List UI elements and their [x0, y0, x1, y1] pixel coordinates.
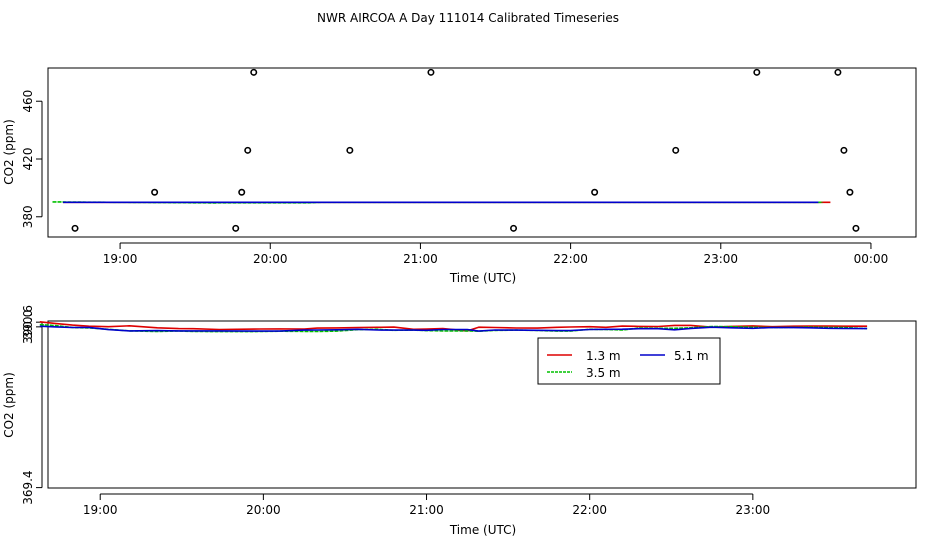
bottom-panel: 19:00 20:00 21:00 22:00 23:00 369.4 390.0390.…: [2, 305, 917, 537]
figure-title: NWR AIRCOA A Day 111014 Calibrated Times…: [317, 11, 619, 25]
bottom-x-tick-label-2: 21:00: [409, 503, 444, 517]
top-point-1: [151, 188, 159, 196]
top-point-0: [71, 224, 79, 232]
top-point-13: [840, 146, 848, 154]
top-point-11: [753, 68, 761, 76]
top-point-7: [427, 68, 435, 76]
legend: 1.3 m 5.1 m 3.5 m: [537, 337, 721, 385]
bottom-x-tick-label-3: 22:00: [572, 503, 607, 517]
legend-label-5-1m: 5.1 m: [674, 349, 709, 363]
top-point-8: [510, 224, 518, 232]
top-x-tick-label-2: 21:00: [403, 252, 438, 266]
top-x-tick-label-1: 20:00: [253, 252, 288, 266]
top-point-6: [346, 146, 354, 154]
bottom-x-axis-label: Time (UTC): [449, 523, 516, 537]
top-point-15: [852, 224, 860, 232]
bottom-x-tick-label-4: 23:00: [736, 503, 771, 517]
bottom-y-tick-label-2: 390.6: [21, 305, 35, 339]
bottom-series-5-1-m: [39, 325, 868, 332]
bottom-series-1-3-m: [39, 321, 868, 332]
bottom-plot-frame: [47, 320, 917, 489]
bottom-y-tick-label-1: 390.0: [21, 310, 35, 344]
top-x-axis-label: Time (UTC): [449, 271, 516, 285]
top-point-3: [238, 188, 246, 196]
bottom-y-tick-label-0: 369.4: [21, 470, 35, 504]
top-x-tick-label-5: 00:00: [854, 252, 889, 266]
top-y-tick-label-1: 420: [21, 148, 35, 171]
top-y-tick-label-2: 460: [21, 90, 35, 113]
top-panel: 19:00 20:00 21:00 22:00 23:00 00:00 380 420 460…: [2, 67, 917, 285]
legend-label-3-5m: 3.5 m: [586, 366, 621, 380]
legend-label-1-3m: 1.3 m: [586, 349, 621, 363]
top-point-4: [244, 146, 252, 154]
top-point-5: [250, 68, 258, 76]
top-point-14: [846, 188, 854, 196]
top-plot-frame: [47, 67, 917, 238]
top-point-10: [672, 146, 680, 154]
top-y-tick-label-0: 380: [21, 205, 35, 228]
bottom-y-axis-label: CO2 (ppm): [2, 372, 16, 438]
top-y-axis-label: CO2 (ppm): [2, 119, 16, 185]
top-point-2: [232, 224, 240, 232]
bottom-x-tick-label-1: 20:00: [246, 503, 281, 517]
top-x-tick-label-4: 23:00: [703, 252, 738, 266]
bottom-x-tick-label-0: 19:00: [83, 503, 118, 517]
top-x-tick-label-3: 22:00: [553, 252, 588, 266]
top-point-9: [591, 188, 599, 196]
top-point-12: [834, 68, 842, 76]
top-x-tick-label-0: 19:00: [103, 252, 138, 266]
legend-box: [537, 337, 721, 385]
